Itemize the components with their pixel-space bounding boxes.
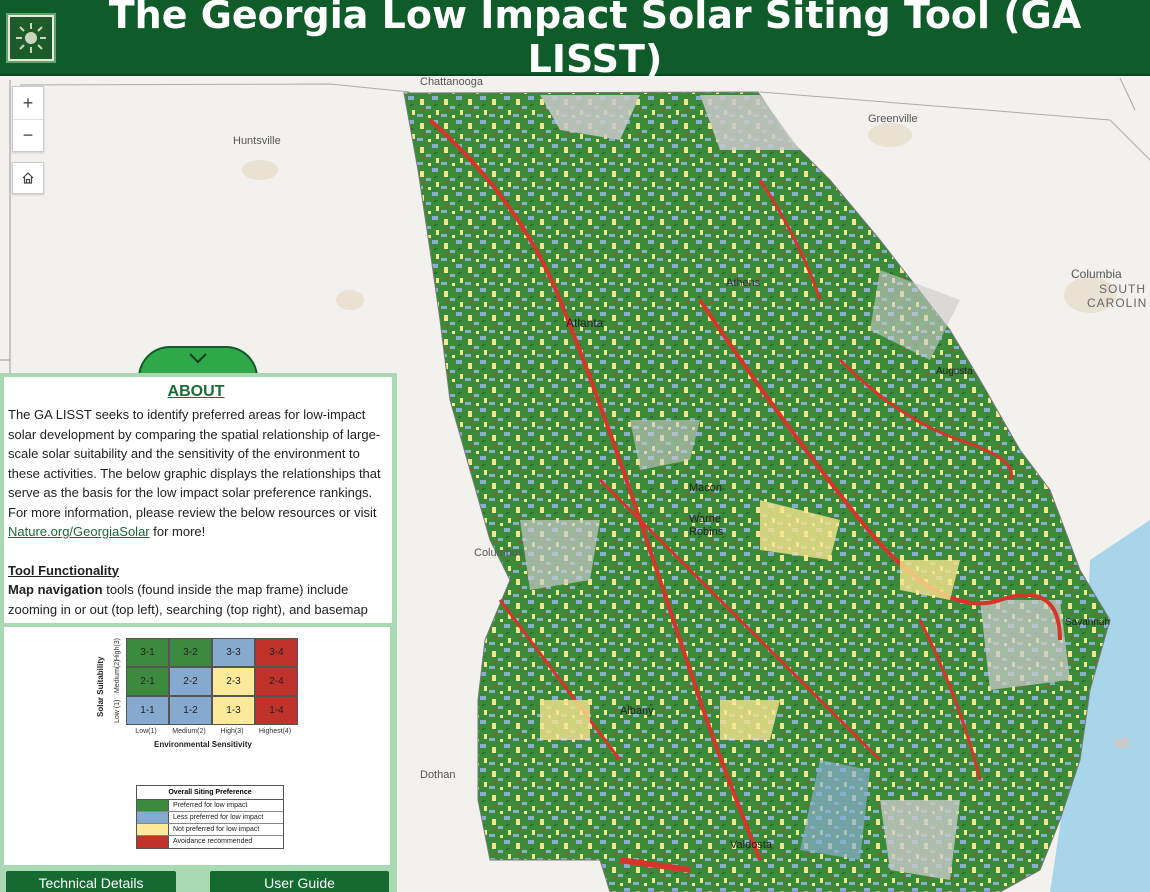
city-label-warner: Warne [689,513,721,525]
legend-item-preferred: Preferred for low impact [137,800,283,812]
map-canvas[interactable] [0,76,1150,892]
x-label-high: High(3) [220,728,244,735]
technical-details-button[interactable]: Technical Details [6,871,176,892]
city-label-robins: Robins [689,526,724,538]
city-label-macon: Macon [689,482,723,494]
legend-item-avoidance: Avoidance recommended [137,836,283,848]
nav-text: tools (found inside the map frame) inclu… [8,582,368,617]
about-paragraph: The GA LISST seeks to identify preferred… [8,405,384,542]
user-guide-button[interactable]: User Guide [210,871,389,892]
legend-label: Less preferred for low impact [173,814,264,821]
logo-emblem [10,17,52,59]
x-label-low: Low(1) [135,728,157,735]
sun-logo-icon [16,23,46,53]
page-title: The Georgia Low Impact Solar Siting Tool… [108,0,1082,81]
about-heading: ABOUT [167,383,225,400]
legend-swatch-red [137,836,169,848]
x-label-medium: Medium(2) [172,728,206,735]
legend-label: Avoidance recommended [173,838,253,845]
chevron-down-icon [189,353,207,364]
app-header: The Georgia Low Impact Solar Siting Tool… [0,0,1150,81]
matrix-cell-2-3: 2-3 [212,667,255,696]
zoom-controls: + − [12,86,44,152]
legend-label: Not preferred for low impact [173,826,260,833]
city-label-atlanta: Atlanta [566,316,604,330]
x-label-highest: Highest(4) [258,728,292,735]
city-label-chattanooga: Chattanooga [420,76,483,88]
matrix-cell-1-2: 1-2 [169,696,212,725]
about-text-end: for more! [149,524,206,539]
y-label-high: High(3) [114,638,121,661]
about-section[interactable]: ABOUT The GA LISST seeks to identify pre… [4,377,392,623]
nature-link[interactable]: Nature.org/GeorgiaSolar [8,524,150,539]
city-label-valdosta: Valdosta [730,839,772,851]
tool-functionality-heading: Tool Functionality [8,562,119,578]
x-axis-title: Environmental Sensitivity [154,740,252,749]
matrix-cell-1-4: 1-4 [255,696,298,725]
city-label-columbia: Columbia [1071,267,1122,281]
matrix-cell-2-2: 2-2 [169,667,212,696]
state-label-south: SOUTH [1099,282,1146,296]
matrix-cell-3-1: 3-1 [126,638,169,667]
zoom-out-button[interactable]: − [13,119,43,151]
matrix-cell-1-3: 1-3 [212,696,255,725]
matrix-cell-2-1: 2-1 [126,667,169,696]
info-panel: ABOUT The GA LISST seeks to identify pre… [0,373,397,892]
state-label-carolina: CAROLIN [1087,296,1148,310]
matrix-cell-2-4: 2-4 [255,667,298,696]
legend-item-less-preferred: Less preferred for low impact [137,812,283,824]
legend-label: Preferred for low impact [173,802,248,809]
y-label-low: Low (1) [114,699,121,723]
logo [6,13,56,63]
city-label-columbus: Columbus [474,547,524,559]
city-label-savannah: Savannah [1065,617,1111,628]
legend-swatch-yellow [137,824,169,835]
map-view[interactable]: Chattanooga Huntsville Greenville Columb… [0,76,1150,892]
siting-legend: Overall Siting Preference Preferred for … [136,785,284,849]
city-label-greenville: Greenville [868,113,918,125]
y-axis-title: Solar Suitability [96,656,105,717]
about-text: The GA LISST seeks to identify preferred… [8,407,381,520]
matrix-cell-1-1: 1-1 [126,696,169,725]
matrix-cell-3-3: 3-3 [212,638,255,667]
legend-item-not-preferred: Not preferred for low impact [137,824,283,836]
matrix-cell-3-4: 3-4 [255,638,298,667]
matrix-cell-3-2: 3-2 [169,638,212,667]
siting-graphic: Solar Suitability High(3) Medium(2) Low … [4,627,390,865]
city-label-albany: Albany [620,705,654,717]
legend-swatch-green [137,800,169,811]
legend-swatch-blue [137,812,169,823]
city-label-dothan: Dothan [420,769,456,781]
city-label-huntsville: Huntsville [233,135,281,147]
nav-paragraph: Map navigation tools (found inside the m… [8,580,384,619]
home-icon [22,172,34,184]
zoom-in-button[interactable]: + [22,92,34,113]
y-label-medium: Medium(2) [114,659,121,693]
legend-title: Overall Siting Preference [137,786,283,800]
home-button[interactable] [12,162,44,194]
city-label-augusta: Augusta [936,366,973,377]
city-label-athens: Athens [726,277,761,289]
nav-bold-label: Map navigation [8,582,103,597]
